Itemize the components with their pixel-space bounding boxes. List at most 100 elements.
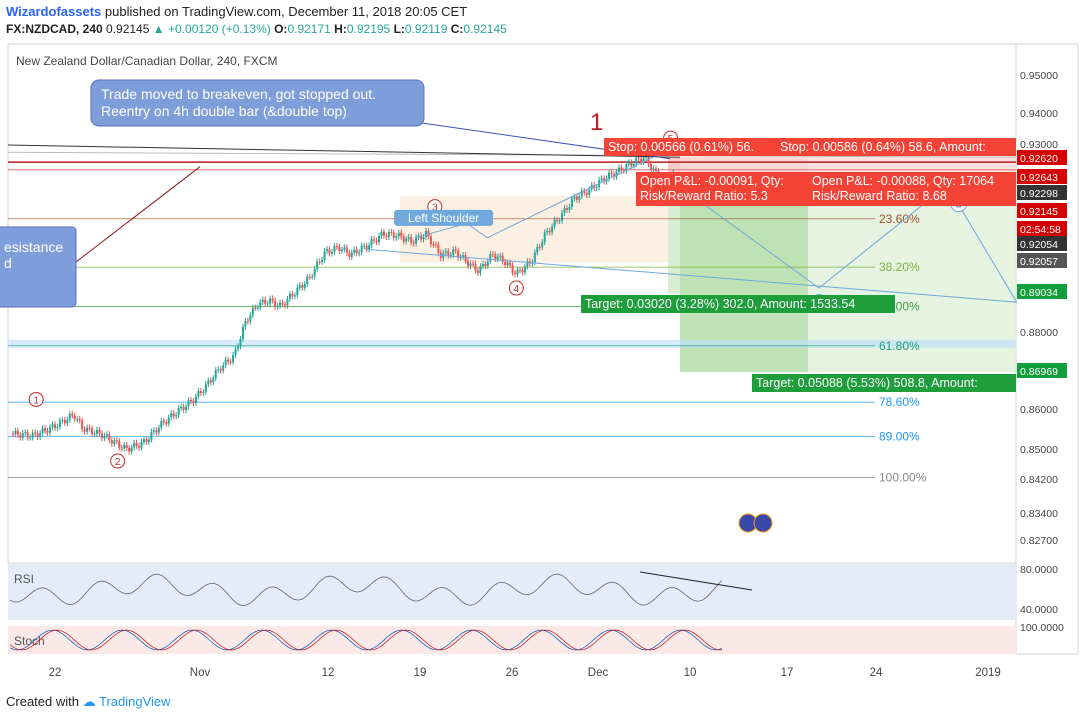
candle-body (514, 272, 517, 275)
candle-body (147, 439, 150, 442)
price-tag (1017, 284, 1067, 299)
candle-body (432, 244, 435, 246)
candle-body (170, 413, 173, 418)
trade2-target-text: Target: 0.05088 (5.53%) 508.8, Amount: (756, 376, 978, 390)
wave-marker (28, 391, 44, 407)
pattern-label: Left Shoulder (408, 211, 479, 225)
close-value: 0.92145 (463, 22, 507, 36)
candle-body (375, 240, 378, 243)
symbol-line: FX:NZDCAD, 240 0.92145 ▲ +0.00120 (+0.13… (6, 22, 507, 36)
resistance-note-box (0, 226, 77, 308)
candle-body (78, 418, 81, 421)
candle-body (360, 245, 363, 253)
close-label: C: (450, 22, 464, 36)
time-tick: 22 (49, 667, 62, 679)
trade2-stop-box (776, 138, 1016, 156)
candle-body (24, 432, 27, 434)
price-chart[interactable]: New Zealand Dollar/Canadian Dollar, 240,… (0, 42, 1080, 692)
candle-body (316, 261, 319, 269)
candle-body (202, 391, 205, 393)
candle-body (583, 190, 586, 193)
candle-body (533, 252, 536, 263)
candle-body (16, 430, 19, 436)
candle-body (293, 295, 296, 297)
candle-body (630, 162, 633, 167)
trade2-stop-text: Stop: 0.00586 (0.64%) 58.6, Amount: (780, 140, 986, 154)
candle-body (556, 219, 559, 221)
price-tick: 0.92298 (1020, 188, 1058, 200)
candle-body (157, 427, 160, 433)
candle-body (281, 302, 284, 305)
candle-body (303, 283, 306, 288)
candle-body (239, 339, 242, 347)
candle-body (538, 246, 541, 248)
candle-body (172, 413, 175, 417)
candle-body (563, 208, 566, 213)
price-tick: 0.84200 (1020, 474, 1058, 486)
candle-body (506, 262, 509, 266)
candle-body (100, 433, 103, 439)
candle-body (553, 219, 556, 227)
price-tag (1017, 169, 1067, 184)
candle-body (561, 212, 564, 221)
candle-body (600, 178, 603, 181)
news-flag-icon (753, 513, 773, 533)
head-shoulder-line (414, 156, 654, 239)
candle-body (261, 299, 264, 303)
wave-marker (508, 280, 524, 296)
candle-body (496, 256, 499, 260)
candle-body (143, 439, 146, 442)
author-link[interactable]: Wizardofassets (6, 4, 102, 19)
resistance-note-text: esistance (4, 239, 63, 255)
candle-body (353, 249, 356, 253)
candle-body (415, 237, 418, 244)
candle-body (180, 406, 183, 409)
trade2-pnl-box (808, 172, 1016, 206)
candle-body (328, 249, 331, 254)
candle-body (340, 249, 343, 252)
tradingview-brand[interactable]: TradingView (99, 694, 171, 709)
candle-body (41, 428, 44, 434)
price-tick: 0.92057 (1020, 256, 1058, 268)
candle-body (207, 380, 210, 385)
candle-body (358, 252, 361, 254)
candle-body (368, 245, 371, 250)
price-change: +0.00120 (+0.13%) (168, 22, 271, 36)
price-tick: 0.92145 (1020, 206, 1058, 218)
candle-body (541, 242, 544, 248)
candle-body (392, 232, 395, 238)
fib-label: 61.80% (879, 339, 920, 353)
candle-body (185, 406, 188, 410)
candle-body (279, 302, 282, 306)
support-band (8, 339, 1016, 348)
low-label: L: (393, 22, 405, 36)
candle-body (264, 299, 267, 304)
candle-body (620, 167, 623, 171)
price-tick: 0.92643 (1020, 172, 1058, 184)
candle-body (224, 359, 227, 366)
candle-body (271, 298, 274, 301)
candle-body (570, 198, 573, 207)
candle-body (437, 244, 440, 253)
candle-body (330, 251, 333, 254)
symbol-label[interactable]: FX:NZDCAD, 240 (6, 22, 103, 36)
rsi-line (9, 573, 723, 606)
candle-body (395, 236, 398, 238)
candle-body (523, 266, 526, 273)
candle-body (382, 231, 385, 236)
price-tick: 0.95000 (1020, 70, 1058, 82)
chart-header: Wizardofassets published on TradingView.… (0, 0, 1080, 42)
candle-body (370, 239, 373, 246)
candle-body (66, 419, 69, 424)
candle-body (509, 262, 512, 266)
candle-body (56, 427, 59, 429)
price-tag (1017, 185, 1067, 200)
price-tag (1017, 221, 1067, 236)
price-tick: 0.85000 (1020, 444, 1058, 456)
candle-body (546, 230, 549, 233)
time-tick: 2019 (975, 667, 1001, 679)
candle-body (160, 420, 163, 428)
candle-body (162, 420, 165, 423)
candle-body (298, 285, 301, 288)
candle-body (167, 417, 170, 424)
